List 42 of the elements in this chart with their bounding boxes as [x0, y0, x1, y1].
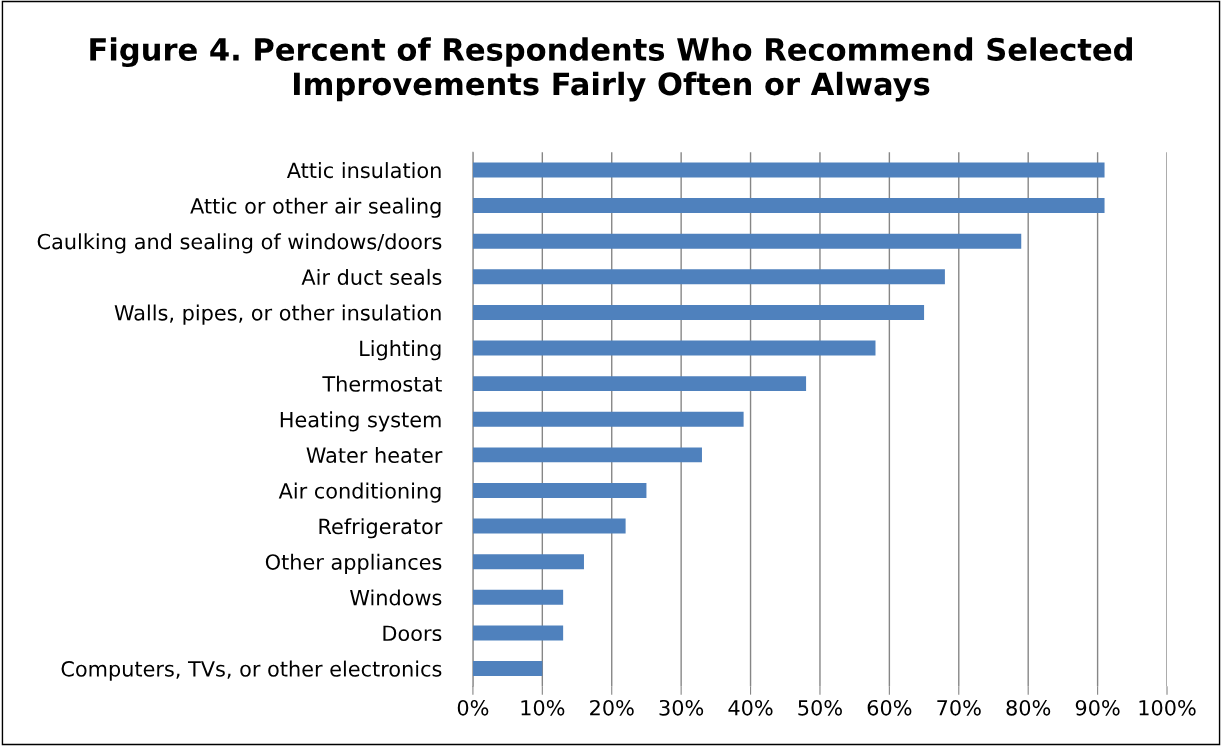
x-tick-label: 10%	[521, 699, 565, 716]
bar	[472, 269, 945, 285]
y-tick-label: Other appliances	[265, 553, 442, 574]
bar	[472, 447, 702, 463]
y-tick-label: Attic or other air sealing	[190, 197, 441, 218]
bar	[472, 162, 1105, 178]
x-tick-label: 50%	[798, 699, 842, 716]
bar	[472, 482, 647, 498]
y-tick-label: Water heater	[306, 446, 443, 464]
y-tick-label: Computers, TVs, or other electronics	[61, 660, 442, 681]
y-tick-label: Attic insulation	[286, 162, 441, 179]
y-tick-label: Walls, pipes, or other insulation	[114, 304, 441, 325]
bar	[472, 376, 807, 392]
y-tick-label: Air conditioning	[278, 482, 441, 503]
y-tick-label: Lighting	[360, 340, 441, 361]
bar	[472, 198, 1105, 214]
bar	[472, 625, 564, 641]
x-tick-label: 90%	[1075, 699, 1120, 716]
y-tick-label: Caulking and sealing of windows/doors	[37, 233, 442, 254]
bar	[472, 304, 925, 320]
y-tick-label: Air duct seals	[301, 268, 442, 286]
bar	[472, 340, 876, 356]
y-tick-label: Doors	[383, 625, 442, 642]
y-tick-label: Thermostat	[322, 375, 442, 392]
bar	[472, 661, 543, 676]
x-tick-label: 30%	[659, 699, 704, 716]
x-tick-label: 0%	[457, 699, 489, 716]
x-tick-label: 20%	[590, 699, 634, 716]
bar	[472, 589, 564, 605]
x-tick-label: 60%	[867, 699, 912, 716]
bar	[472, 411, 744, 427]
bar	[472, 518, 626, 534]
chart-title: Figure 4. Percent of Respondents Who Recommend Selected Improvements Fairly Often or Always	[90, 37, 1132, 102]
bar	[472, 554, 584, 570]
x-tick-label: 100%	[1139, 699, 1196, 716]
y-tick-label: Heating system	[280, 411, 441, 432]
y-tick-label: Refrigerator	[319, 518, 443, 539]
x-tick-label: 70%	[937, 699, 981, 716]
x-tick-label: 80%	[1006, 699, 1051, 716]
y-tick-label: Windows	[350, 589, 442, 606]
bar	[472, 233, 1022, 249]
x-tick-label: 40%	[728, 699, 773, 716]
